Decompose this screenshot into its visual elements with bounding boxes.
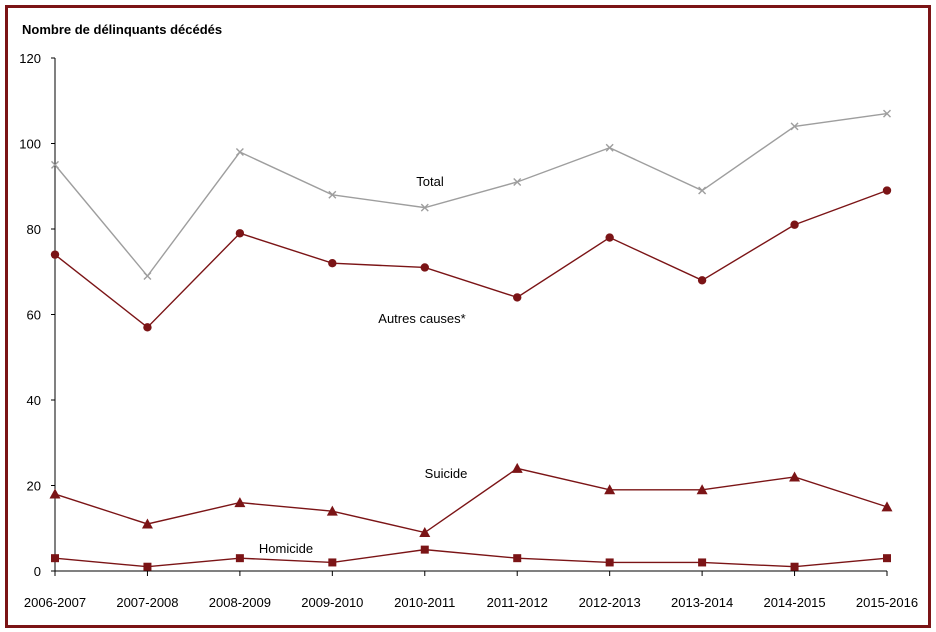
y-tick-label: 40 <box>27 393 41 408</box>
point-suicide <box>696 484 708 495</box>
x-tick-label: 2009-2010 <box>301 595 363 610</box>
x-tick-label: 2008-2009 <box>209 595 271 610</box>
x-tick-label: 2006-2007 <box>24 595 86 610</box>
x-tick-label: 2010-2011 <box>394 595 455 610</box>
point-autres-causes <box>882 186 892 195</box>
x-tick-label: 2011-2012 <box>487 595 548 610</box>
point-suicide <box>326 505 338 516</box>
point-total <box>883 109 891 118</box>
series-line-homicide <box>54 548 888 568</box>
series-line-total <box>54 112 888 278</box>
point-autres-causes <box>513 293 522 302</box>
point-total <box>143 272 152 281</box>
point-suicide <box>789 471 801 482</box>
point-total <box>235 148 244 157</box>
y-axis-title: Nombre de délinquants décédés <box>22 22 222 37</box>
point-homicide <box>698 558 707 567</box>
series-line-autres-causes <box>54 189 888 329</box>
y-tick-label: 100 <box>19 137 41 152</box>
point-homicide <box>790 562 799 571</box>
series-label-autres-causes: Autres causes* <box>378 311 465 326</box>
y-tick-label: 20 <box>27 479 41 494</box>
point-total <box>420 203 429 212</box>
point-autres-causes <box>420 263 429 272</box>
point-total <box>51 160 59 169</box>
series-label-total: Total <box>416 174 444 189</box>
point-suicide <box>419 527 431 538</box>
point-homicide <box>328 558 337 567</box>
point-homicide <box>143 562 152 571</box>
point-suicide <box>881 501 893 512</box>
point-homicide <box>51 554 59 563</box>
point-autres-causes <box>328 259 337 268</box>
chart-frame <box>5 5 931 628</box>
point-homicide <box>883 554 891 563</box>
point-homicide <box>420 545 429 554</box>
point-total <box>513 177 522 186</box>
point-suicide <box>234 497 246 508</box>
point-suicide <box>511 462 523 473</box>
x-tick-label: 2012-2013 <box>579 595 641 610</box>
series-line-suicide <box>54 467 888 534</box>
point-total <box>328 190 337 199</box>
point-autres-causes <box>790 220 799 229</box>
x-tick-label: 2013-2014 <box>671 595 733 610</box>
series-markers <box>49 109 893 571</box>
point-total <box>698 186 707 195</box>
point-autres-causes <box>143 323 152 332</box>
point-total <box>605 143 614 152</box>
point-suicide <box>49 488 61 499</box>
y-tick-label: 0 <box>34 564 41 579</box>
series-lines <box>54 112 888 568</box>
point-autres-causes <box>605 233 614 242</box>
point-autres-causes <box>697 276 707 285</box>
point-homicide <box>513 554 522 563</box>
point-autres-causes <box>235 229 245 238</box>
point-suicide <box>141 518 153 529</box>
point-homicide <box>605 558 614 567</box>
y-tick-label: 120 <box>19 51 41 66</box>
y-tick-label: 80 <box>27 222 41 237</box>
x-tick-label: 2015-2016 <box>856 595 918 610</box>
point-total <box>790 122 799 131</box>
x-tick-label: 2007-2008 <box>116 595 178 610</box>
x-tick-label: 2014-2015 <box>763 595 825 610</box>
axes: 0 20 40 60 80 100 120 2006-2007 2007-2008 2008-20… <box>19 51 918 610</box>
point-autres-causes <box>50 250 60 259</box>
point-homicide <box>235 554 244 563</box>
point-suicide <box>604 484 616 495</box>
series-label-suicide: Suicide <box>425 466 468 481</box>
series-labels: Total Autres causes* Suicide Homicide <box>259 174 467 556</box>
y-tick-label: 60 <box>27 308 41 323</box>
series-label-homicide: Homicide <box>259 541 313 556</box>
